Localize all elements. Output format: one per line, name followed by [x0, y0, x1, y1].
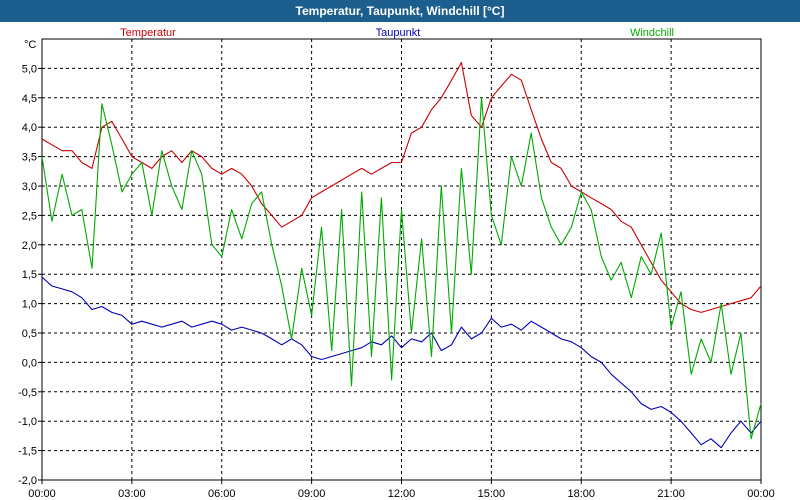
y-tick-label: 3,5 [22, 152, 37, 164]
legend-taupunkt: Taupunkt [376, 27, 421, 39]
x-tick-time: 06:00 [208, 488, 236, 500]
y-tick-label: 1,0 [22, 299, 37, 311]
y-tick-label: 2,5 [22, 210, 37, 222]
legend: Temperatur Taupunkt Windchill [120, 27, 674, 39]
data-series [41, 61, 762, 449]
series-line-temperatur [41, 61, 762, 313]
legend-windchill: Windchill [630, 27, 674, 39]
x-tick-time: 15:00 [478, 488, 506, 500]
y-tick-label: -1,5 [18, 446, 37, 458]
legend-temperatur: Temperatur [120, 27, 176, 39]
x-tick-time: 09:00 [298, 488, 326, 500]
x-tick-time: 12:00 [388, 488, 416, 500]
y-tick-label: 0,5 [22, 328, 37, 340]
x-tick-time: 03:00 [118, 488, 146, 500]
y-tick-label: 1,5 [22, 269, 37, 281]
x-tick-time: 21:00 [657, 488, 685, 500]
x-tick-time: 00:00 [28, 488, 56, 500]
y-tick-label: 3,0 [22, 181, 37, 193]
axis-labels: 5,0 4,5 4,0 3,5 3,0 2,5 2,0 1,5 1,0 0,5 0,0 -0,5 -1,… [18, 63, 775, 500]
x-tick-time: 18:00 [567, 488, 595, 500]
x-tick-time: 00:00 [747, 488, 775, 500]
y-tick-label: 2,0 [22, 240, 37, 252]
y-tick-label: -0,5 [18, 387, 37, 399]
series-line-windchill [41, 97, 762, 440]
y-tick-label: 5,0 [22, 63, 37, 75]
y-tick-label: -2,0 [18, 475, 37, 487]
y-tick-label: 4,0 [22, 122, 37, 134]
y-tick-label: 4,5 [22, 93, 37, 105]
y-tick-label: -1,0 [18, 416, 37, 428]
axis-ticks [38, 67, 762, 484]
grid-lines [42, 39, 761, 481]
y-axis-unit: °C [24, 39, 36, 51]
series-line-taupunkt [41, 276, 762, 449]
y-tick-label: 0,0 [22, 357, 37, 369]
line-chart: 5,0 4,5 4,0 3,5 3,0 2,5 2,0 1,5 1,0 0,5 0,0 -0,5 -1,… [18, 27, 775, 500]
chart-title: Temperatur, Taupunkt, Windchill [°C] [0, 0, 800, 22]
